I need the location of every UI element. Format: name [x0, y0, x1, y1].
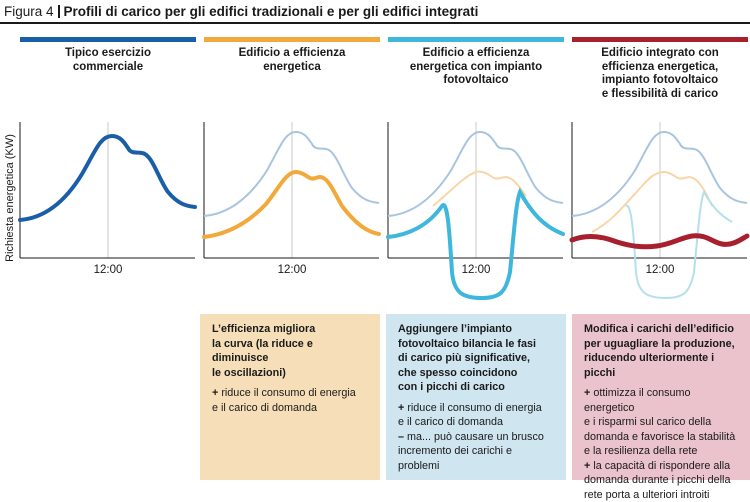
- note-integrated: Modifica i carichi dell’edificio per ugu…: [572, 314, 750, 480]
- column-heading-line: energetica con impianto: [388, 61, 564, 75]
- note-bullet: +riduce il consumo di energia e il caric…: [212, 386, 370, 415]
- column-heading-1: Tipico esercizio commerciale: [20, 47, 196, 74]
- chart-1: [20, 122, 195, 258]
- note-heading-line: che spesso coincidono: [398, 366, 556, 381]
- column-heading-line: fotovoltaico: [388, 74, 564, 88]
- column-heading-line: Edificio a efficienza: [204, 47, 380, 61]
- bullet-line: e i risparmi sul carico della: [584, 415, 740, 430]
- note-heading: Modifica i carichi dell’edificio per ugu…: [584, 322, 740, 380]
- note-bullet: –ma... può causare un brusco incremento …: [398, 430, 556, 474]
- column-bar-1: [20, 37, 196, 42]
- chart-3: [388, 122, 563, 258]
- bullet-line: incremento dei carichi e problemi: [398, 444, 556, 473]
- note-heading-line: le oscillazioni): [212, 366, 370, 381]
- column-heading-line: commerciale: [20, 61, 196, 75]
- figure-title-text: Profili di carico per gli edifici tradiz…: [64, 4, 479, 19]
- bullet-marker: –: [398, 431, 404, 443]
- note-bullets: +riduce il consumo di energia e il caric…: [212, 386, 370, 415]
- time-label-2: 12:00: [262, 264, 322, 276]
- note-heading-line: Aggiungere l’impianto: [398, 322, 556, 337]
- note-heading-line: Modifica i carichi dell’edificio: [584, 322, 740, 337]
- column-heading-line: efficienza energetica,: [572, 61, 748, 75]
- column-heading-line: energetica: [204, 61, 380, 75]
- column-bar-3: [388, 37, 564, 42]
- column-heading-line: impianto fotovoltaico: [572, 74, 748, 88]
- figure-label: Figura 4: [4, 4, 54, 19]
- column-heading-4: Edificio integrato con efficienza energe…: [572, 47, 748, 101]
- note-heading-line: per uguagliare la produzione,: [584, 337, 740, 352]
- note-heading: Aggiungere l’impianto fotovoltaico bilan…: [398, 322, 556, 395]
- title-rule: [0, 22, 750, 24]
- note-efficiency: L’efficienza migliora la curva (la riduc…: [200, 314, 380, 480]
- bullet-line: e il carico di domanda: [212, 401, 370, 416]
- bullet-marker: +: [398, 402, 404, 414]
- bullet-line: domanda e favorisce la stabilità: [584, 430, 740, 445]
- column-heading-3: Edificio a efficienza energetica con imp…: [388, 47, 564, 88]
- note-heading-line: riducendo ulteriormente i picchi: [584, 351, 740, 380]
- time-label-4: 12:00: [630, 264, 690, 276]
- note-bullets: +ottimizza il consumo energetico e i ris…: [584, 386, 740, 502]
- bullet-line: la capacità di rispondere alla: [593, 460, 730, 472]
- note-bullet: +riduce il consumo di energia e il caric…: [398, 401, 556, 430]
- note-bullets: +riduce il consumo di energia e il caric…: [398, 401, 556, 474]
- column-heading-line: e flessibilità di carico: [572, 88, 748, 102]
- note-photovoltaic: Aggiungere l’impianto fotovoltaico bilan…: [386, 314, 566, 480]
- bullet-marker: +: [584, 387, 590, 399]
- y-axis-label-text: Richiesta energetica (KW): [4, 134, 16, 262]
- note-heading-line: L’efficienza migliora: [212, 322, 370, 337]
- note-heading-line: di carico più significative,: [398, 351, 556, 366]
- figure-title: Figura 4 Profili di carico per gli edific…: [4, 3, 478, 21]
- chart-4: [572, 122, 747, 258]
- efficiency-curve: [592, 172, 712, 232]
- bullet-line: riduce il consumo di energia: [407, 402, 541, 414]
- bullet-line: domanda durante i picchi della: [584, 473, 740, 488]
- time-label-1: 12:00: [78, 264, 138, 276]
- column-heading-line: Edificio integrato con: [572, 47, 748, 61]
- column-heading-line: Edificio a efficienza: [388, 47, 564, 61]
- time-label-3: 12:00: [446, 264, 506, 276]
- bullet-line: riduce il consumo di energia: [221, 387, 355, 399]
- bullet-line: e il carico di domanda: [398, 415, 556, 430]
- note-heading-line: con i picchi di carico: [398, 380, 556, 395]
- note-bullet: +la capacità di rispondere alla domanda …: [584, 459, 740, 502]
- column-bar-4: [572, 37, 748, 42]
- note-heading-line: fotovoltaico bilancia le fasi: [398, 337, 556, 352]
- note-heading: L’efficienza migliora la curva (la riduc…: [212, 322, 370, 380]
- column-heading-line: Tipico esercizio: [20, 47, 196, 61]
- bullet-line: ma... può causare un brusco: [407, 431, 544, 443]
- column-bar-2: [204, 37, 380, 42]
- bullet-line: e la resilienza della rete: [584, 444, 740, 459]
- bullet-line: ottimizza il consumo energetico: [584, 387, 691, 414]
- bullet-marker: +: [212, 387, 218, 399]
- column-heading-2: Edificio a efficienza energetica: [204, 47, 380, 74]
- note-bullet: +ottimizza il consumo energetico e i ris…: [584, 386, 740, 459]
- note-heading-line: la curva (la riduce e diminuisce: [212, 337, 370, 366]
- bullet-line: rete porta a ulteriori introiti: [584, 488, 740, 502]
- bullet-marker: +: [584, 460, 590, 472]
- chart-2: [204, 122, 379, 258]
- title-separator: [58, 5, 60, 18]
